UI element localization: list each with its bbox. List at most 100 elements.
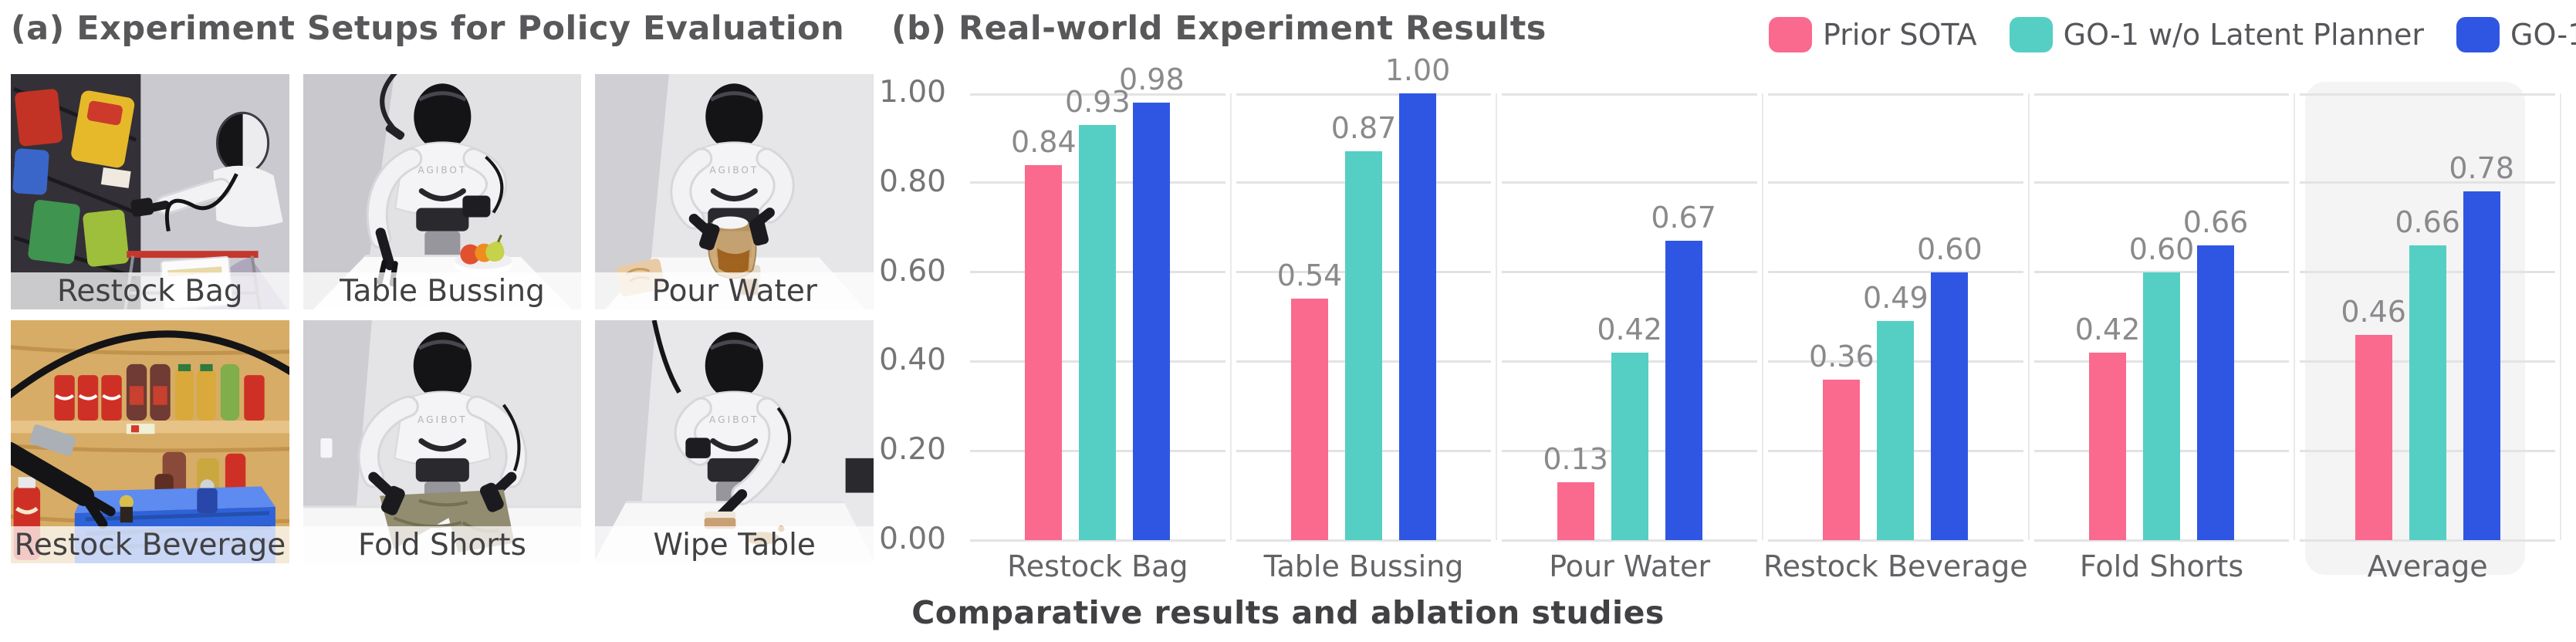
setup-label: Restock Beverage [11,526,289,563]
gridline [2033,539,2290,542]
legend-label: Prior SOTA [1823,18,1977,52]
setup-tile-table-bussing: AGIBOT Table Bussing [303,74,582,309]
setup-label: Fold Shorts [303,526,582,563]
gridline [1768,539,2023,542]
bar-go-1-fold-shorts [2197,245,2234,540]
category-separator [2027,93,2030,540]
setup-tile-restock-beverage: Restock Beverage [11,320,289,563]
setup-label: Pour Water [595,272,874,309]
setup-tile-fold-shorts: AGIBOT Fold Shorts [303,320,582,563]
legend-label: GO-1 [2510,18,2576,52]
panel-a-title: (a) Experiment Setups for Policy Evaluat… [11,9,845,48]
gridline [2033,181,2290,184]
y-tick-label: 0.80 [879,164,946,199]
bar-value-label: 0.60 [1917,232,1983,266]
setup-photo: AGIBOT [595,74,874,309]
bar-value-label: 0.66 [2395,205,2460,239]
bar-value-label: 0.36 [1809,340,1875,373]
bar-value-label: 0.42 [1597,313,1662,346]
gridline [2300,539,2555,542]
setup-tile-restock-bag: Restock Bag [11,74,289,309]
gridline [1768,271,2023,274]
legend-item-prior-sota: Prior SOTA [1769,17,1977,52]
legend-swatch-go-1 [2456,17,2500,52]
robot-brand-label: AGIBOT [710,164,759,175]
chart-legend: Prior SOTA GO-1 w/o Latent Planner GO-1 [1769,17,2576,52]
category-label: Fold Shorts [2079,549,2244,583]
robot-brand-label: AGIBOT [418,414,468,425]
bar-go-1-restock-beverage [1931,272,1969,540]
bar-go-1-restock-bag [1133,103,1171,540]
bar-go-1-w-o-latent-planner-pour-water [1611,353,1648,540]
bar-value-label: 0.60 [2128,232,2195,266]
bar-go-1-w-o-latent-planner-restock-bag [1079,125,1117,540]
legend-swatch-prior-sota [1769,17,1812,52]
bar-go-1-w-o-latent-planner-restock-beverage [1877,321,1915,540]
bar-value-label: 0.78 [2449,151,2514,185]
setup-tile-wipe-table: AGIBOT Wipe Table [595,320,874,563]
bar-value-label: 0.54 [1276,258,1343,292]
robot-brand-label: AGIBOT [709,414,759,425]
setup-photo [11,74,289,309]
category-label: Table Bussing [1263,549,1464,583]
bar-value-label: 0.67 [1651,201,1716,235]
bar-go-1-w-o-latent-planner-fold-shorts [2143,272,2180,540]
category-label: Pour Water [1549,549,1711,583]
gridline [1502,271,1757,274]
setup-tile-pour-water: AGIBOT Pour Water [595,74,874,309]
gridline [1502,181,1757,184]
category-separator [1762,93,1763,540]
bar-chart-plot: 0.84 0.93 0.98 Restock Bag 0.54 0.87 1.00 Table… [965,53,2561,583]
legend-label: GO-1 w/o Latent Planner [2063,18,2424,52]
gridline [1502,539,1757,542]
category-label: Restock Beverage [1763,549,2028,583]
y-axis-ticks: 0.00 0.20 0.40 0.60 0.80 1.00 [786,75,946,556]
gridline [2300,181,2555,184]
category-label: Restock Bag [1007,549,1188,583]
bar-prior-sota-pour-water [1557,482,1594,540]
bar-go-1-w-o-latent-planner-average [2409,245,2446,540]
bar-go-1-pour-water [1665,241,1702,540]
y-tick-label: 0.40 [879,343,946,378]
y-tick-label: 0.00 [879,522,946,556]
category-separator [2294,93,2296,540]
bar-value-label: 0.46 [2341,295,2406,329]
bar-value-label: 0.49 [1863,281,1929,315]
bar-value-label: 1.00 [1384,53,1451,87]
gridline [2033,93,2290,96]
y-tick-label: 1.00 [879,75,946,110]
gridline [970,93,1225,96]
gridline [1502,93,1757,96]
legend-item-go-1: GO-1 [2456,17,2576,52]
category-label: Average [2367,549,2488,583]
bar-value-label: 0.93 [1065,85,1131,119]
gridline [1236,93,1492,96]
bar-value-label: 0.13 [1543,442,1608,476]
bar-value-label: 0.87 [1330,111,1397,145]
robot-brand-label: AGIBOT [418,164,467,175]
bar-prior-sota-average [2355,335,2392,540]
gridline [1768,93,2023,96]
gridline [2300,93,2555,96]
bar-value-label: 0.42 [2074,313,2141,346]
bar-prior-sota-restock-beverage [1823,380,1861,540]
legend-item-go-1-w-o-latent-planner: GO-1 w/o Latent Planner [2009,17,2424,52]
gridline [2033,271,2290,274]
bar-value-label: 0.98 [1119,63,1185,96]
category-separator [2560,93,2561,540]
bar-go-1-table-bussing [1399,93,1436,540]
gridline [1236,539,1492,542]
y-tick-label: 0.20 [879,432,946,468]
y-tick-label: 0.60 [879,253,946,289]
bar-go-1-average [2463,191,2500,540]
legend-swatch-go-1-w-o-latent-planner [2009,17,2053,52]
category-separator [1496,93,1498,540]
panel-b-title: (b) Real-world Experiment Results [891,9,1547,48]
category-separator [1229,93,1232,540]
gridline [970,539,1225,542]
setup-label: Wipe Table [595,526,874,563]
gridline [1768,181,2023,184]
bar-go-1-w-o-latent-planner-table-bussing [1345,151,1382,540]
bar-prior-sota-fold-shorts [2089,353,2126,540]
setup-label: Table Bussing [303,272,582,309]
